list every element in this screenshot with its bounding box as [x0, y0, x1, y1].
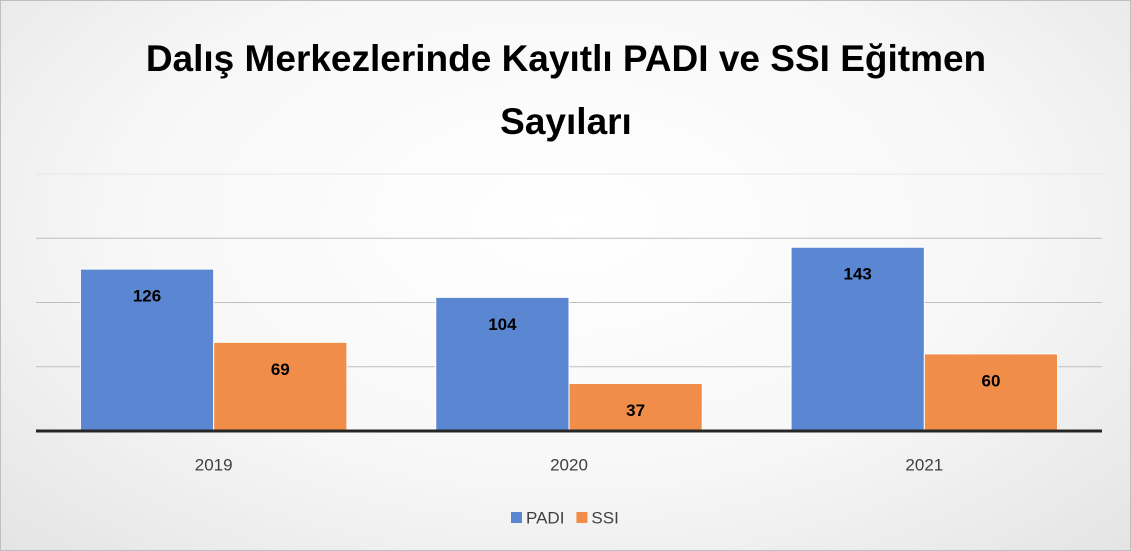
chart-title: Dalış Merkezlerinde Kayıtlı PADI ve SSI … [145, 38, 987, 142]
data-label: 143 [844, 265, 872, 284]
bar [435, 296, 570, 432]
legend-swatch [511, 512, 522, 523]
legend-label: PADI [526, 508, 564, 527]
x-tick-label: 2020 [550, 455, 588, 474]
x-tick-label: 2021 [905, 455, 943, 474]
data-label: 69 [271, 360, 290, 379]
data-label: 126 [133, 287, 161, 306]
bar [79, 268, 215, 432]
bar [213, 341, 348, 432]
legend-label: SSI [591, 508, 618, 527]
data-label: 37 [626, 401, 645, 420]
x-tick-label: 2019 [195, 455, 233, 474]
bar [790, 246, 925, 432]
data-label: 104 [488, 315, 517, 334]
data-label: 60 [981, 371, 1000, 390]
legend-swatch [576, 512, 588, 523]
bar [923, 353, 1059, 432]
